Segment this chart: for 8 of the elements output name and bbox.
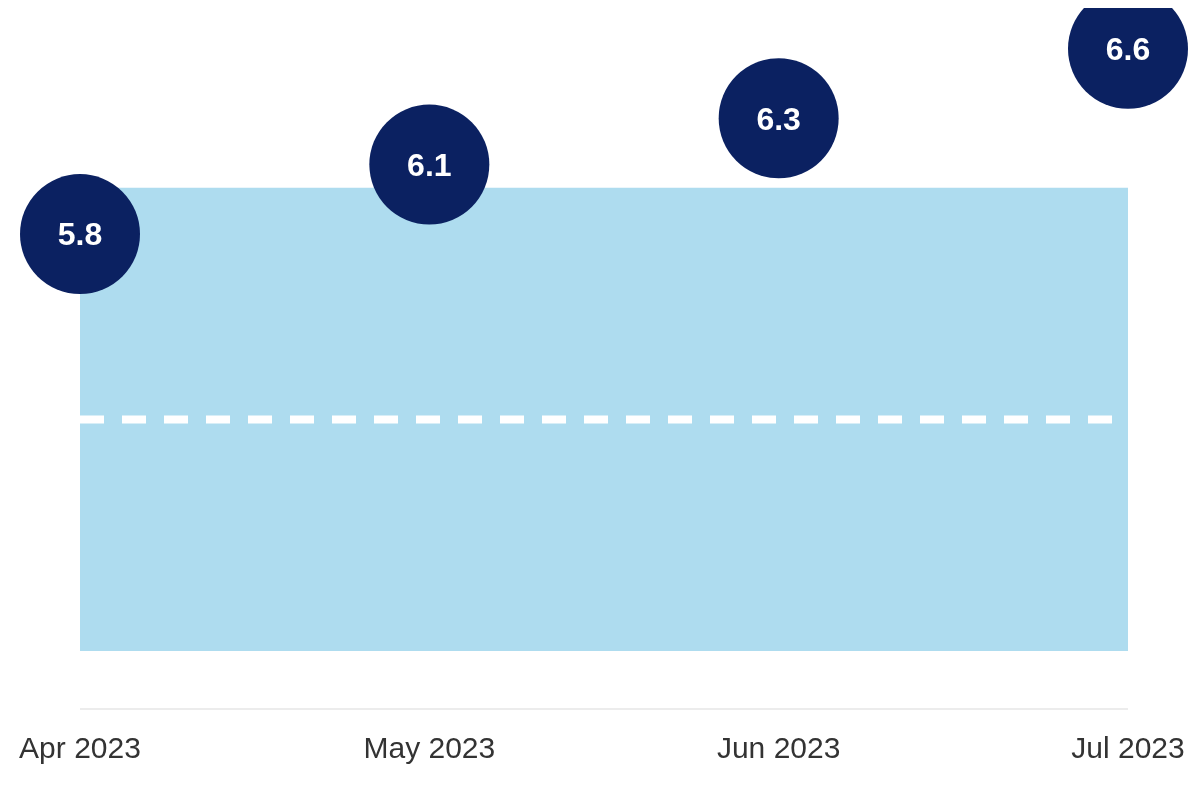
x-tick-label: Jun 2023 — [716, 731, 841, 765]
x-tick-label: May 2023 — [363, 731, 496, 765]
data-label: 6.6 — [1105, 31, 1151, 68]
x-tick-label: Jul 2023 — [1071, 731, 1185, 765]
data-label: 6.3 — [756, 100, 801, 137]
data-label: 6.1 — [407, 146, 452, 183]
data-label: 5.8 — [57, 216, 103, 253]
x-tick-label: Apr 2023 — [19, 731, 141, 765]
